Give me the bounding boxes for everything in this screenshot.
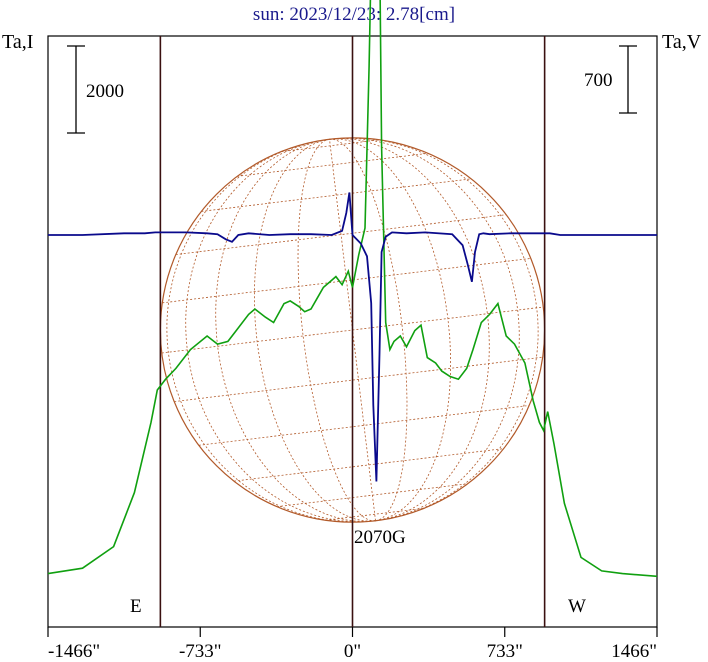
- latitude-line: [233, 448, 504, 482]
- right-scale-label: 700: [584, 70, 613, 91]
- latitude-line: [198, 405, 530, 446]
- longitude-line: [215, 138, 376, 522]
- x-tick-label: -733": [179, 641, 222, 662]
- left-scale-bar: [67, 45, 85, 134]
- latitude-line: [325, 507, 425, 521]
- x-tick-label: 733": [487, 641, 523, 662]
- field-annotation: 2070G: [354, 527, 406, 548]
- series-I-line: [47, 0, 658, 578]
- limb-lines: [159, 36, 546, 627]
- solar-disk-grid: [159, 137, 546, 523]
- series-V-line: [48, 192, 657, 482]
- left-scale-label: 2000: [86, 81, 124, 102]
- longitude-line: [185, 138, 376, 523]
- left-axis-label: Ta,I: [2, 31, 33, 53]
- x-tick-label: 0": [344, 641, 361, 662]
- longitude-line: [329, 137, 539, 522]
- longitude-line: [329, 138, 452, 522]
- longitude-line: [166, 138, 376, 523]
- latitude-line: [237, 152, 428, 177]
- x-tick-label: 1466": [611, 641, 657, 662]
- right-scale-bar: [619, 45, 637, 114]
- longitude-line: [253, 138, 376, 522]
- longitude-line: [329, 138, 408, 522]
- longitude-line: [297, 138, 376, 522]
- west-limb-label: W: [568, 596, 586, 617]
- x-tick-label: -1466": [48, 641, 100, 662]
- chart-title: sun: 2023/12/23: 2.78[cm]: [253, 4, 455, 25]
- right-axis-label: Ta,V: [662, 31, 702, 53]
- east-limb-label: E: [130, 596, 142, 617]
- longitude-line: [329, 137, 520, 522]
- latitude-line: [174, 356, 543, 403]
- latitude-line: [201, 178, 472, 212]
- longitude-line: [329, 138, 490, 522]
- x-axis-ticks: -1466" -733" 0" 733" 1466": [47, 627, 658, 662]
